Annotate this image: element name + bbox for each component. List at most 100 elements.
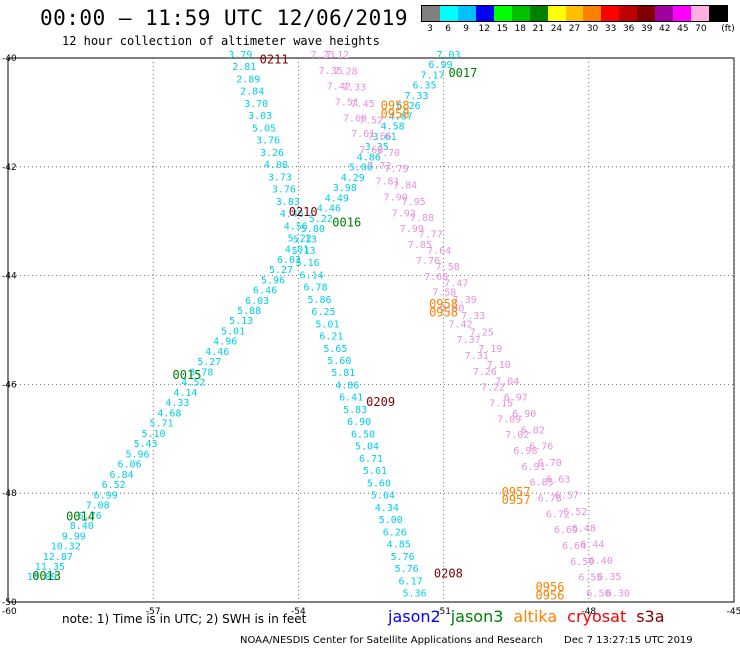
wave-height-value: 7.31 [465, 351, 489, 362]
wave-height-value: 6.35 [412, 81, 436, 92]
wave-height-value: 4.01 [285, 245, 309, 256]
wave-height-value: 7.68 [359, 145, 383, 156]
legend-label: 15 [496, 24, 508, 34]
legend-swatch [637, 6, 656, 21]
legend-swatch [655, 6, 674, 21]
wave-height-value: 10.89 [27, 572, 57, 583]
page-title: 00:00 – 11:59 UTC 12/06/2019 [40, 6, 409, 30]
wave-height-value: 9.99 [62, 531, 86, 542]
wave-height-value: 4.86 [335, 380, 359, 391]
wave-height-value: 5.61 [363, 466, 387, 477]
wave-height-value: 4.08 [264, 160, 288, 171]
wave-height-value: 7.95 [402, 197, 426, 208]
wave-height-value: 10.32 [51, 542, 81, 553]
wave-height-value: 6.69 [554, 525, 578, 536]
wave-height-value: 6.50 [351, 429, 375, 440]
wave-height-value: 6.25 [311, 307, 335, 318]
wave-height-value: 6.70 [538, 458, 562, 469]
lat-tick-label: -40 [2, 54, 17, 64]
wave-height-value: 7.17 [420, 70, 444, 81]
wave-height-value: 6.50 [586, 589, 610, 600]
wave-height-value: 4.46 [205, 347, 229, 358]
wave-height-value: 7.45 [351, 99, 375, 110]
wave-height-value: 7.60 [343, 113, 367, 124]
wave-height-value: 5.64 [371, 491, 395, 502]
wave-height-value: 4.85 [387, 540, 411, 551]
wave-height-value: 3.03 [248, 111, 272, 122]
wave-height-value: 5.04 [355, 442, 379, 453]
wave-height-value: 6.03 [245, 296, 269, 307]
wave-height-value: 4.29 [341, 173, 365, 184]
wave-height-value: 7.35 [319, 66, 343, 77]
page-subtitle: 12 hour collection of altimeter wave hei… [62, 34, 380, 48]
timestamp: Dec 7 13:27:15 UTC 2019 [564, 635, 693, 646]
legend-swatch [619, 6, 638, 21]
wave-height-value: 7.42 [448, 319, 472, 330]
wave-height-value: 6.98 [513, 446, 537, 457]
wave-height-value: 6.78 [304, 283, 328, 294]
pass-time-label: 0015 [173, 368, 202, 382]
wave-height-value: 7.33 [405, 91, 429, 102]
pass-time-label: 0957 [502, 493, 531, 507]
wave-height-value: 4.87 [389, 111, 413, 122]
wave-height-value: 7.70 [376, 148, 400, 159]
wave-height-value: 6.64 [562, 541, 586, 552]
wave-height-value: 4.56 [284, 221, 308, 232]
wave-height-value: 5.96 [261, 275, 285, 286]
credit-text: NOAA/NESDIS Center for Satellite Applica… [240, 635, 543, 646]
wave-height-value: 7.22 [481, 383, 505, 394]
wave-height-value: 5.88 [237, 306, 261, 317]
pass-time-label: 0210 [289, 205, 318, 219]
wave-height-value: 6.44 [580, 540, 604, 551]
lat-tick-label: -42 [2, 163, 17, 173]
legend-swatch [511, 6, 530, 21]
wave-height-value: 5.71 [149, 419, 173, 430]
wave-height-value: 5.36 [403, 589, 427, 600]
wave-height-value: 7.10 [487, 360, 511, 371]
wave-height-value: 8.40 [70, 521, 94, 532]
wave-height-value: 6.82 [521, 425, 545, 436]
wave-height-value: 5.96 [125, 449, 149, 460]
lat-tick-label: -50 [2, 598, 17, 608]
wave-height-value: 4.49 [325, 193, 349, 204]
legend-label: 24 [550, 24, 563, 34]
wave-height-value: 6.85 [530, 478, 554, 489]
wave-height-value: 7.90 [384, 193, 408, 204]
lon-tick-label: -54 [291, 607, 306, 617]
legend-label: 30 [586, 24, 599, 34]
wave-height-value: 6.71 [359, 454, 383, 465]
wave-height-value: 6.03 [277, 255, 301, 266]
wave-height-value: 6.90 [347, 417, 371, 428]
wave-height-value: 12.87 [43, 552, 73, 563]
pass-time-label: 0017 [448, 66, 477, 80]
wave-height-value: 6.48 [572, 523, 596, 534]
wave-height-value: 5.83 [343, 405, 367, 416]
wave-height-value: 6.14 [300, 270, 324, 281]
wave-height-value: 5.60 [327, 356, 351, 367]
wave-height-value: 7.58 [436, 262, 460, 273]
wave-height-value: 2.84 [240, 87, 264, 98]
wave-height-value: 7.02 [505, 430, 529, 441]
wave-height-value: 6.26 [397, 101, 421, 112]
wave-height-value: 4.52 [181, 378, 205, 389]
wave-height-value: 6.17 [399, 576, 423, 587]
wave-height-value: 6.40 [589, 556, 613, 567]
wave-height-value: 6.99 [94, 490, 118, 501]
legend-label: 12 [478, 24, 490, 34]
wave-height-value: 7.85 [408, 240, 432, 251]
wave-height-value: 4.46 [280, 209, 304, 220]
wave-height-value: 6.97 [504, 393, 528, 404]
satellite-s3a: s3a [636, 607, 665, 626]
wave-height-value: 4.14 [173, 388, 197, 399]
wave-height-value: 7.37 [457, 335, 481, 346]
wave-height-value: 5.81 [331, 368, 355, 379]
wave-height-value: 7.04 [495, 376, 519, 387]
wave-height-value: 7.81 [375, 177, 399, 188]
wave-height-value: 5.27 [269, 265, 293, 276]
wave-height-value: 6.72 [546, 509, 570, 520]
wave-height-value: 6.21 [319, 332, 343, 343]
pass-time-label: 0956 [536, 580, 565, 594]
legend-swatch [565, 6, 584, 21]
wave-height-value: 7.50 [440, 303, 464, 314]
